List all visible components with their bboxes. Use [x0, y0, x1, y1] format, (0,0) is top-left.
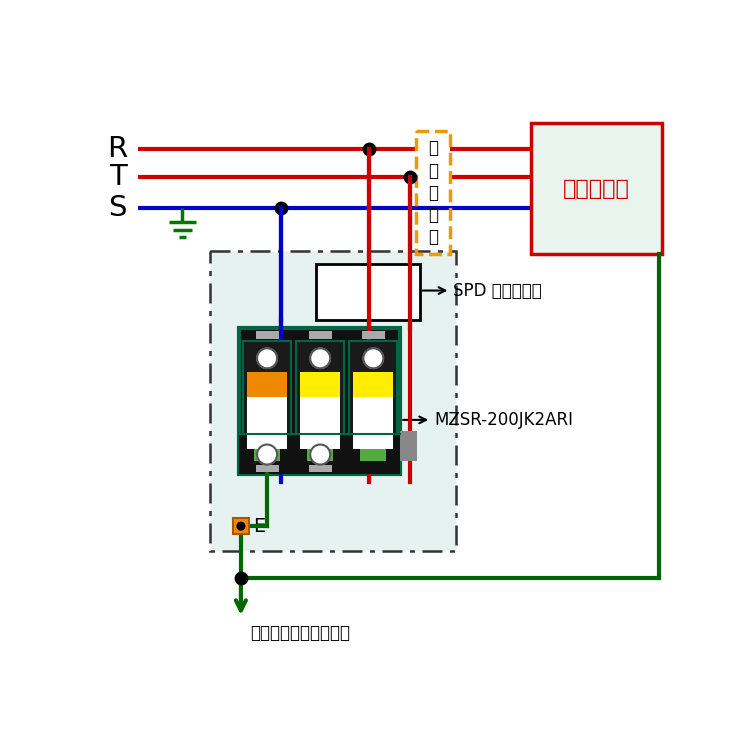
Text: ボンディング用バーへ: ボンディング用バーへ: [250, 624, 350, 642]
Circle shape: [310, 445, 330, 465]
Text: S: S: [109, 194, 127, 222]
Bar: [354, 372, 394, 397]
Bar: [308, 465, 332, 472]
Bar: [400, 431, 417, 461]
Text: E: E: [253, 517, 265, 536]
Bar: [316, 264, 419, 320]
Bar: [308, 332, 332, 339]
Bar: [244, 341, 291, 442]
Text: MZSR-200JK2ARI: MZSR-200JK2ARI: [434, 411, 573, 429]
Bar: [256, 332, 279, 339]
Bar: [531, 124, 662, 255]
Bar: [360, 449, 386, 462]
Bar: [362, 332, 385, 339]
Bar: [233, 519, 249, 534]
Circle shape: [257, 349, 277, 369]
Bar: [349, 341, 397, 442]
Text: SPD 外部分離器: SPD 外部分離器: [453, 281, 542, 300]
Bar: [210, 251, 456, 551]
Text: T: T: [109, 164, 127, 192]
Bar: [238, 328, 400, 474]
Text: 被保護機器: 被保護機器: [563, 179, 630, 199]
Circle shape: [363, 349, 383, 369]
Circle shape: [257, 445, 277, 465]
Bar: [256, 465, 279, 472]
Circle shape: [310, 349, 330, 369]
Bar: [415, 131, 450, 255]
Bar: [307, 449, 333, 462]
Bar: [300, 372, 340, 397]
Bar: [354, 397, 394, 449]
Bar: [247, 372, 287, 397]
Text: 漏
電
遗
断
器: 漏 電 遗 断 器: [428, 139, 438, 246]
Bar: [296, 341, 344, 442]
Bar: [238, 434, 400, 474]
Bar: [247, 397, 287, 449]
Circle shape: [237, 522, 245, 530]
Bar: [300, 397, 340, 449]
Text: R: R: [108, 135, 128, 163]
Bar: [254, 449, 280, 462]
